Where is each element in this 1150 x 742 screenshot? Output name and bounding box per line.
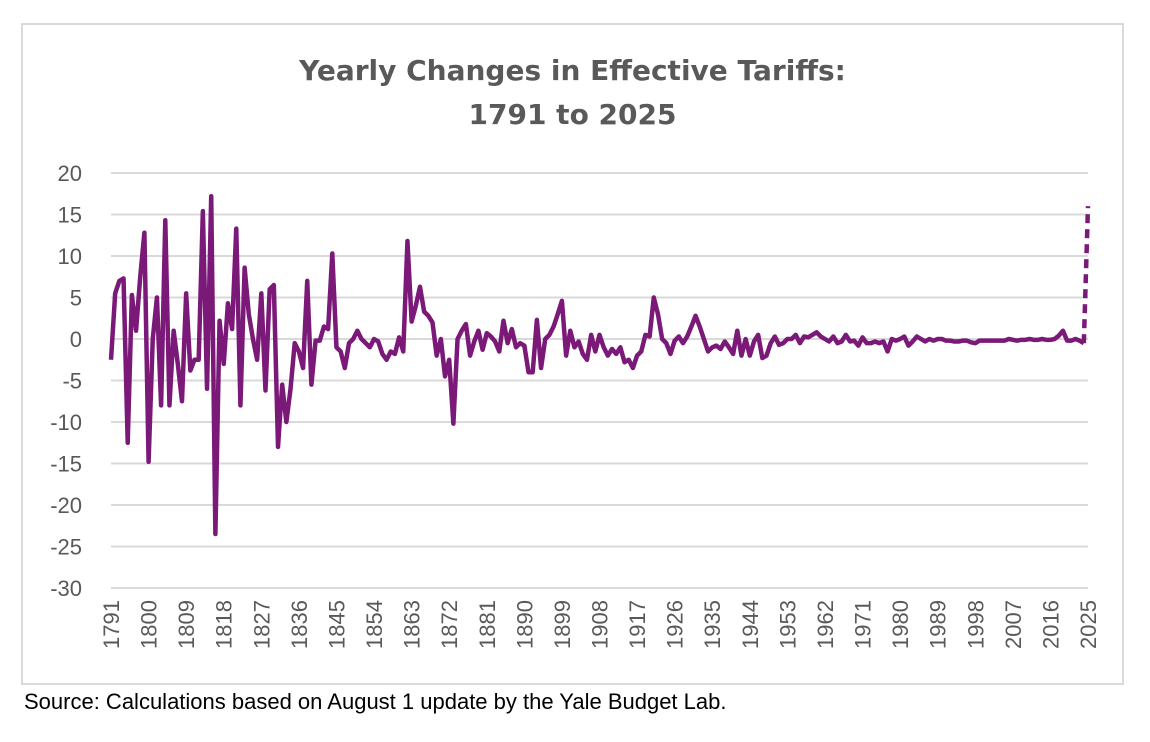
x-tick-label: 1800 bbox=[137, 600, 162, 649]
x-tick-label: 1935 bbox=[700, 600, 725, 649]
x-axis-tick-labels: 1791 1800 1809 1818 1827 1836 1845 1854 1863 1872… bbox=[99, 600, 1101, 649]
y-tick-label: -30 bbox=[50, 576, 82, 601]
x-tick-label: 1863 bbox=[400, 600, 425, 649]
chart-subtitle: 1791 to 2025 bbox=[468, 98, 677, 131]
y-tick-label: -15 bbox=[50, 452, 82, 477]
x-tick-label: 1791 bbox=[99, 600, 124, 649]
y-tick-label: 10 bbox=[58, 244, 82, 269]
x-tick-label: 1917 bbox=[625, 600, 650, 649]
x-tick-label: 1953 bbox=[775, 600, 800, 649]
x-tick-label: 1890 bbox=[512, 600, 537, 649]
y-tick-label: -25 bbox=[50, 535, 82, 560]
y-tick-label: 5 bbox=[70, 286, 82, 311]
x-tick-label: 1980 bbox=[888, 600, 913, 649]
x-tick-label: 1827 bbox=[249, 600, 274, 649]
x-tick-label: 1872 bbox=[437, 600, 462, 649]
x-tick-label: 2025 bbox=[1076, 600, 1101, 649]
x-tick-label: 1926 bbox=[663, 600, 688, 649]
y-tick-label: -5 bbox=[62, 369, 82, 394]
x-tick-label: 1899 bbox=[550, 600, 575, 649]
x-tick-label: 2016 bbox=[1038, 600, 1063, 649]
x-tick-label: 1944 bbox=[738, 600, 763, 649]
y-tick-label: 0 bbox=[70, 327, 82, 352]
x-tick-label: 1971 bbox=[851, 600, 876, 649]
gridlines bbox=[111, 172, 1088, 589]
x-tick-label: 1962 bbox=[813, 600, 838, 649]
x-tick-label: 1818 bbox=[212, 600, 237, 649]
x-tick-label: 1908 bbox=[588, 600, 613, 649]
y-tick-label: -20 bbox=[50, 493, 82, 518]
x-tick-label: 1854 bbox=[362, 600, 387, 649]
series-line-projection bbox=[1081, 206, 1091, 344]
y-tick-label: 20 bbox=[58, 161, 82, 186]
chart-title: Yearly Changes in Effective Tariffs: bbox=[299, 54, 846, 87]
x-tick-label: 2007 bbox=[1001, 600, 1026, 649]
x-tick-label: 1845 bbox=[324, 600, 349, 649]
source-note: Source: Calculations based on August 1 u… bbox=[24, 689, 727, 714]
y-tick-label: -10 bbox=[50, 410, 82, 435]
x-tick-label: 1998 bbox=[963, 600, 988, 649]
x-tick-label: 1989 bbox=[926, 600, 951, 649]
series-line-historical bbox=[108, 193, 1085, 537]
x-tick-label: 1809 bbox=[174, 600, 199, 649]
y-axis-tick-labels: 20 15 10 5 0 -5 -10 -15 -20 -25 -30 bbox=[50, 161, 82, 601]
x-tick-label: 1836 bbox=[287, 600, 312, 649]
x-tick-label: 1881 bbox=[475, 600, 500, 649]
y-tick-label: 15 bbox=[58, 203, 82, 228]
series-lines bbox=[108, 193, 1091, 537]
